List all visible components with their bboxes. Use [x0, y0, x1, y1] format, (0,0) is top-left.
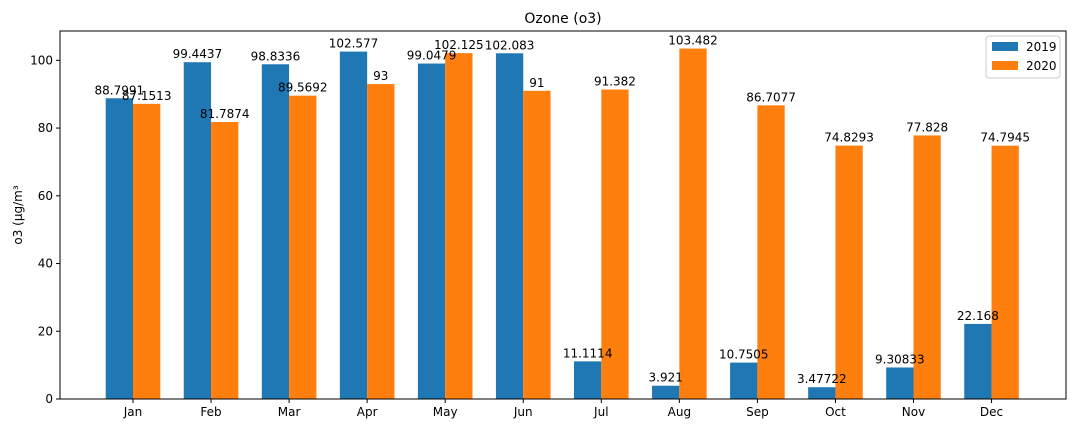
- data-label-2020-mar: 89.5692: [278, 81, 328, 95]
- data-label-2020-may: 102.125: [434, 38, 484, 52]
- data-label-2019-jun: 102.083: [485, 38, 535, 52]
- bar-2020-may: [445, 53, 473, 400]
- x-axis: Jan Feb Mar Apr May Jun Jul Aug Sep Oct Nov Dec: [123, 399, 1003, 419]
- data-label-2019-feb: 99.4437: [173, 47, 223, 61]
- x-tick-label-aug: Aug: [668, 405, 691, 419]
- x-tick-label-dec: Dec: [980, 405, 1003, 419]
- data-label-2020-jul: 91.382: [594, 75, 636, 89]
- data-label-2020-oct: 74.8293: [824, 131, 874, 145]
- data-label-2019-jan: 88.7991: [95, 83, 145, 97]
- bar-2019-dec: [964, 323, 992, 399]
- data-label-2019-sep: 10.7505: [719, 348, 769, 362]
- x-tick-label-sep: Sep: [746, 405, 769, 419]
- data-label-2020-jan: 87.1513: [122, 89, 172, 103]
- bar-2019-nov: [886, 367, 914, 399]
- bar-2019-jan: [105, 98, 133, 399]
- bar-2020-oct: [835, 145, 863, 399]
- y-tick-label-20: 20: [38, 324, 53, 338]
- bar-2020-feb: [211, 122, 239, 399]
- data-label-2020-aug: 103.482: [668, 34, 718, 48]
- legend-swatch-2019: [992, 42, 1018, 51]
- bar-2019-aug: [652, 385, 680, 399]
- y-tick-label-60: 60: [38, 189, 53, 203]
- x-tick-label-jul: Jul: [593, 405, 608, 419]
- x-tick-label-oct: Oct: [825, 405, 846, 419]
- data-label-2020-jun: 91: [529, 76, 544, 90]
- data-label-2019-oct: 3.47722: [797, 372, 847, 386]
- x-tick-label-apr: Apr: [357, 405, 378, 419]
- y-axis-label: o3 (µg/m³: [11, 185, 25, 244]
- bar-2019-apr: [339, 51, 368, 400]
- bar-2020-sep: [757, 105, 785, 399]
- data-label-2020-apr: 93: [373, 69, 388, 83]
- plot-frame: [59, 30, 1067, 400]
- bar-2019-may: [417, 63, 446, 399]
- data-label-2020-nov: 77.828: [906, 120, 948, 134]
- bar-2020-apr: [367, 84, 395, 399]
- bar-2020-mar: [289, 95, 317, 399]
- bar-2020-jan: [133, 103, 161, 399]
- chart-title: Ozone (o3): [524, 11, 601, 27]
- x-tick-label-mar: Mar: [278, 405, 301, 419]
- x-tick-label-may: May: [433, 405, 458, 419]
- legend-label-2020: 2020: [1026, 59, 1057, 73]
- bar-2020-dec: [991, 145, 1019, 399]
- bar-2019-jun: [495, 53, 524, 399]
- data-label-2019-dec: 22.168: [957, 309, 999, 323]
- data-label-2020-sep: 86.7077: [746, 90, 796, 104]
- bar-2020-nov: [913, 135, 941, 399]
- y-tick-label-100: 100: [30, 53, 53, 67]
- bar-2019-feb: [183, 62, 212, 399]
- data-label-2019-may: 99.0479: [407, 49, 457, 63]
- data-label-2019-apr: 102.577: [329, 37, 379, 51]
- bar-2019-mar: [261, 64, 290, 399]
- y-tick-label-40: 40: [38, 257, 53, 271]
- data-label-2019-mar: 98.8336: [251, 49, 301, 63]
- x-tick-label-jun: Jun: [513, 405, 533, 419]
- y-axis: 0 20 40 60 80 100: [30, 53, 60, 406]
- x-tick-label-jan: Jan: [123, 405, 143, 419]
- bar-2019-oct: [808, 387, 836, 399]
- data-label-2019-jul: 11.1114: [563, 346, 613, 360]
- x-tick-label-feb: Feb: [200, 405, 221, 419]
- data-label-2020-feb: 81.7874: [200, 107, 250, 121]
- bar-2019-jul: [574, 361, 602, 399]
- data-label-2019-aug: 3.921: [649, 371, 683, 385]
- y-tick-label-0: 0: [45, 392, 53, 406]
- bar-2020-jun: [523, 90, 551, 399]
- legend: 2019 2020: [985, 35, 1061, 79]
- bar-2020-jul: [601, 89, 629, 399]
- data-label-2020-dec: 74.7945: [980, 131, 1030, 145]
- data-label-2019-nov: 9.30833: [875, 352, 925, 366]
- legend-label-2019: 2019: [1026, 40, 1057, 54]
- bar-2020-aug: [679, 48, 707, 400]
- x-tick-label-nov: Nov: [902, 405, 925, 419]
- legend-swatch-2020: [992, 61, 1018, 70]
- bars-group: [105, 48, 1019, 400]
- y-tick-label-80: 80: [38, 121, 53, 135]
- bar-2019-sep: [730, 362, 758, 399]
